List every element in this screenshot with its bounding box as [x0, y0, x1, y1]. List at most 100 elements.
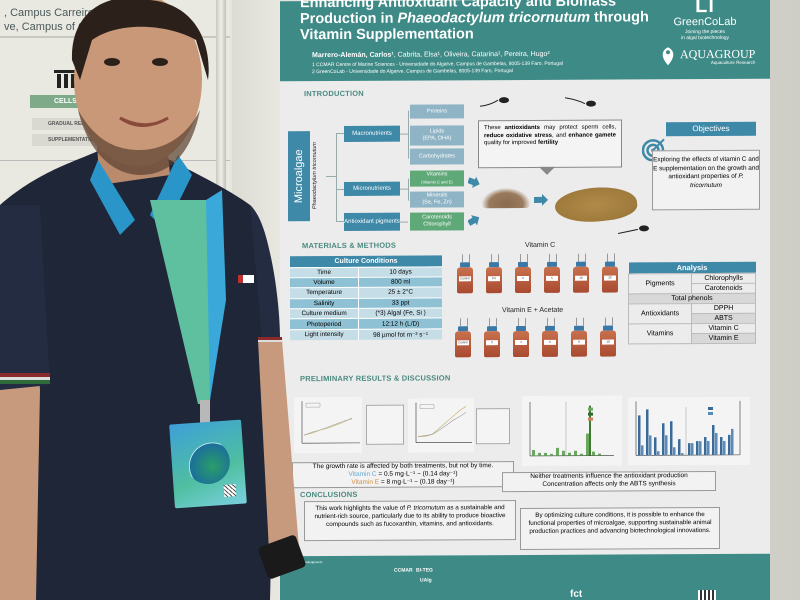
table-row: Culture medium (*3) Algal (Fe, Si ) [290, 307, 442, 320]
connector [408, 110, 409, 159]
cells-label: CELLS AG [30, 95, 120, 108]
bottle-label: Control [459, 276, 471, 282]
table-row: Pigments Chlorophylls [628, 272, 756, 294]
conclusion-box-2: By optimizing culture conditions, it is … [520, 506, 720, 551]
connector [336, 220, 344, 222]
connector [326, 175, 336, 178]
bottle-label: Control [457, 340, 469, 346]
bottle-label: 8 [573, 339, 585, 345]
connector [336, 132, 344, 134]
category-micronutrients: Micronutrients [344, 181, 400, 196]
tube [605, 317, 613, 326]
leaf-minerals: Minerals (Se, Fe, Zn) [410, 191, 464, 208]
background-poster: , Campus Carreiros ve, Campus of Gamb CE… [0, 0, 230, 600]
section-heading-introduction: INTRODUCTION [304, 88, 364, 99]
species-label: Phaeodactylum tricornutum [312, 142, 318, 210]
sponsor-logo: fct [570, 588, 583, 600]
leaf-carotenoids: Carotenoids Chlorophyll [410, 212, 464, 231]
table-row: Vitamins Vitamin C [628, 322, 756, 344]
sperm-icon [565, 97, 596, 107]
connector [400, 133, 408, 135]
bottle-label: 20 [604, 275, 616, 281]
bottle-label: 2 [517, 275, 529, 282]
leaf-vitamins: Vitamins (Vitamin C and E) [410, 170, 464, 187]
bottle-label: 2 [486, 340, 498, 346]
category-macronutrients: Macronutrients [344, 125, 400, 142]
legend-vitamin-c [366, 404, 404, 445]
bottle-label: 0.5 [488, 276, 500, 282]
scientific-poster: Enhancing Antioxidant Capacity and Bioma… [280, 0, 770, 600]
poster-footer: Acknowledgments CCMAR BI-TEG UAlg fct [280, 553, 770, 600]
fish-fillet-image [553, 183, 639, 227]
leaf-carbohydrates: Carbohydrates [410, 148, 464, 165]
sponsor-logo: UAlg [420, 577, 432, 584]
line-chart [415, 402, 472, 443]
culture-bottle: Control [454, 318, 472, 358]
arrow-right-icon [534, 193, 548, 206]
leaf-lipids: Lipids (EPA, DHA) [410, 125, 464, 146]
section-heading-results: PRELIMINARY RESULTS & DISCUSSION [300, 373, 451, 384]
building-icon [54, 70, 78, 88]
culture-bottle: 2 [514, 253, 532, 294]
poster-header: Enhancing Antioxidant Capacity and Bioma… [280, 0, 770, 82]
acknowledgments: Acknowledgments [298, 560, 323, 565]
tube [491, 254, 499, 263]
bar-chart [529, 401, 614, 457]
conclusion-box-1: This work highlights the value of P. tri… [304, 500, 516, 542]
growth-chart-vitamin-c [294, 396, 362, 454]
poster-affiliations: 1 CCMAR Centre of Marine Sciences - Univ… [312, 60, 563, 76]
culture-bottle: 4 [512, 317, 530, 358]
section-heading-methods: MATERIALS & METHODS [302, 240, 397, 251]
sponsor-logo: CCMAR [394, 567, 413, 574]
sponsor-logo: BI-TEG [416, 567, 433, 574]
poster-board [232, 0, 280, 600]
tube [607, 253, 615, 262]
bottle-label: 6 [544, 339, 556, 345]
connector [336, 132, 337, 221]
culture-bottle: Control [456, 254, 474, 294]
tube [462, 254, 470, 263]
culture-bottle: 6 [541, 317, 559, 358]
poster-title: Enhancing Antioxidant Capacity and Bioma… [300, 0, 649, 44]
culture-bottle: 20 [601, 253, 619, 294]
culture-bottle: 2 [483, 318, 501, 358]
connector [400, 221, 408, 223]
antioxidant-result-box: Neither treatments influence the antioxi… [502, 470, 716, 493]
tube [549, 253, 557, 262]
analysis-table: Analysis Pigments Chlorophylls Carotenoid… [628, 261, 756, 344]
table-row: Time 10 days [290, 266, 442, 278]
aquagroup-logo: AQUAGROUP Aquaculture Research [660, 46, 770, 66]
vitamin-c-label: Vitamin C [525, 241, 556, 249]
section-heading-conclusions: CONCLUSIONS [300, 489, 358, 500]
tube [520, 253, 528, 263]
culture-conditions-table: Culture Conditions Time 10 days Volume 800… [290, 255, 442, 340]
pigment-bar-chart [522, 395, 622, 467]
tube [460, 318, 468, 327]
bottle-label: 4 [515, 339, 527, 346]
qr-code [223, 484, 237, 497]
poster-authors: Marrero-Alemán, Carlos¹, Cabrita, Elsa¹,… [312, 50, 550, 60]
bg-chip: SUPPLEMENTATION WITH GLU NITRATES [32, 134, 122, 146]
qr-code [698, 589, 716, 600]
antioxidant-bar-chart [628, 396, 750, 466]
fish-icon [662, 47, 674, 66]
table-row: Antioxidants DPPH [628, 302, 756, 324]
growth-chart-vitamin-e [408, 398, 474, 453]
culture-bottle: 10 [572, 253, 590, 294]
background-poster-affiliations: , Campus Carreiros ve, Campus of Gamb [4, 7, 108, 33]
tube [578, 253, 586, 262]
greencolab-logo: Ll GreenCoLab Joining the pieces in alga… [673, 0, 737, 42]
table-row: Total phenols [628, 292, 756, 304]
bottle-label: 10 [602, 339, 614, 345]
vitamin-e-label: Vitamin E + Acetate [502, 306, 564, 315]
table-row: Temperature 25 ± 2°C [290, 287, 442, 299]
table-title: Analysis [628, 261, 756, 274]
tube [576, 317, 584, 326]
connector [336, 188, 344, 190]
line-chart [301, 401, 360, 444]
tube [547, 317, 555, 326]
arrow-icon [468, 215, 480, 226]
tube [518, 317, 526, 327]
culture-bottle: 5 [543, 253, 561, 294]
